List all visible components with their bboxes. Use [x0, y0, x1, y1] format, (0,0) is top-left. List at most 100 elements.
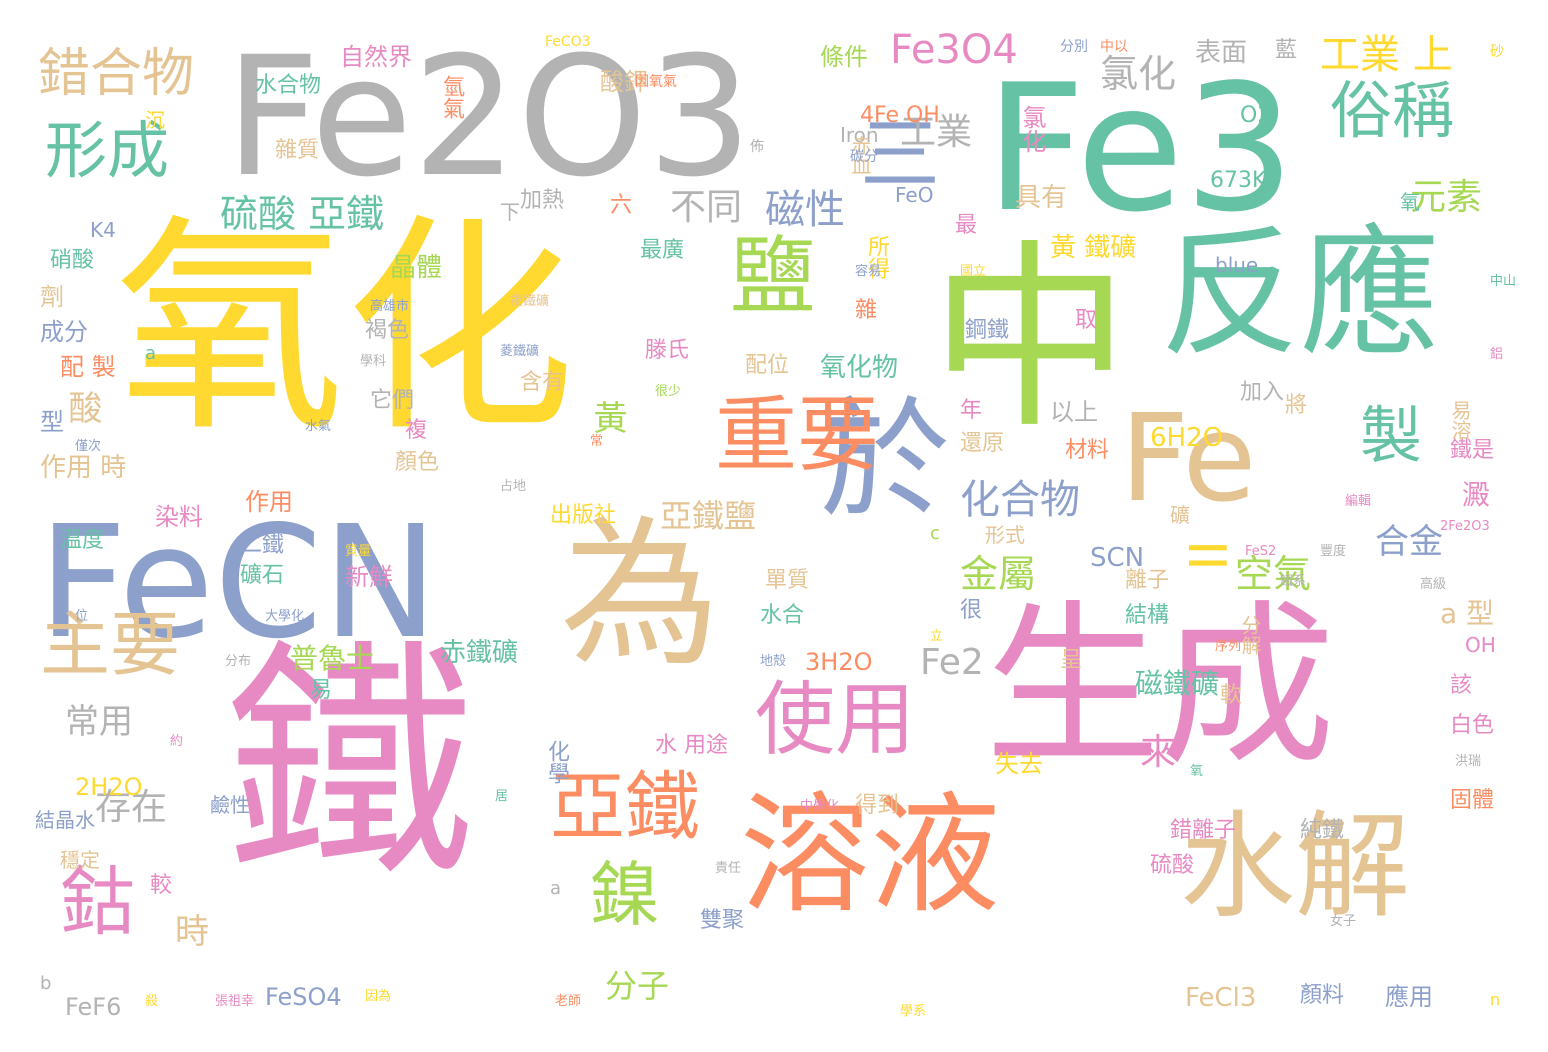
cloud-word: c	[930, 523, 940, 544]
cloud-word: 應用	[1385, 983, 1433, 1011]
cloud-word: 分子	[605, 967, 670, 1005]
cloud-word: a	[550, 878, 562, 899]
cloud-word: 6H2O	[1150, 423, 1224, 453]
cloud-word: 加入	[1240, 380, 1285, 405]
cloud-word: Fe2	[920, 642, 984, 683]
cloud-word: blue	[1215, 253, 1259, 277]
cloud-word: 俗稱	[1330, 74, 1455, 147]
cloud-word: 高級	[1420, 577, 1447, 592]
cloud-word: 鐵	[225, 619, 475, 910]
cloud-word: 取	[1075, 308, 1098, 333]
cloud-word: 劑	[40, 283, 64, 311]
cloud-word: 僅次	[75, 439, 102, 454]
cloud-word: 酸鉀	[600, 68, 648, 96]
cloud-word: 條件	[820, 43, 868, 71]
cloud-word: 元素	[1410, 177, 1483, 218]
cloud-word: 硫酸	[1150, 853, 1195, 878]
cloud-word: 磁鐵礦	[1135, 667, 1220, 700]
cloud-word: 最廣	[640, 238, 685, 263]
cloud-word: 因為	[365, 989, 392, 1004]
cloud-word: 年	[960, 398, 983, 423]
cloud-word: 硝酸	[50, 248, 95, 273]
cloud-word: 鎳	[590, 854, 660, 936]
cloud-word: 很	[960, 598, 983, 623]
cloud-word: 下	[500, 200, 520, 224]
cloud-word: 氯化	[1018, 105, 1046, 153]
cloud-word: 藍	[1275, 38, 1298, 63]
cloud-word: 序列	[1215, 639, 1242, 654]
cloud-word: 分解	[1238, 615, 1262, 655]
cloud-word: 錯合物	[38, 44, 195, 104]
cloud-word: 因氧氣	[635, 74, 677, 90]
cloud-word: 氧化	[115, 196, 576, 463]
cloud-word: 碳分	[850, 149, 878, 165]
cloud-word: 純鐵	[1300, 818, 1345, 843]
cloud-word: Fe3O4	[890, 27, 1018, 73]
cloud-word: 化學	[544, 740, 569, 784]
cloud-word: 雙聚	[700, 908, 745, 933]
cloud-word: 不同	[670, 187, 743, 228]
cloud-word: 鐵系	[1280, 574, 1307, 589]
cloud-word: 褐色	[365, 318, 410, 343]
cloud-word: 居	[495, 789, 509, 804]
cloud-word: 製	[1360, 399, 1423, 472]
cloud-word: 鈷	[60, 858, 136, 946]
cloud-word: FeCl3	[1185, 983, 1257, 1013]
cloud-word: 型	[40, 408, 64, 436]
cloud-word: 水氣	[305, 419, 332, 434]
cloud-word: 複	[405, 418, 428, 443]
cloud-word: 鹽	[730, 228, 816, 327]
cloud-word: 合金	[1375, 522, 1443, 562]
cloud-word: 水合物	[255, 73, 322, 98]
cloud-word: 2H2O	[75, 773, 143, 801]
cloud-word: b	[40, 973, 52, 994]
cloud-word: 常用	[65, 702, 133, 742]
cloud-word: 普魯士	[290, 642, 375, 675]
cloud-word: Fe3	[985, 48, 1296, 251]
cloud-word: 亞鐵鹽	[660, 497, 757, 535]
cloud-word: FeCN	[38, 492, 439, 673]
cloud-word: 編輯	[1345, 494, 1372, 509]
cloud-word: 殺	[145, 994, 159, 1009]
cloud-word: 鋁	[1490, 347, 1504, 362]
cloud-word: 顏色	[395, 450, 440, 475]
cloud-word: 使用	[755, 673, 915, 766]
cloud-word: O2	[1240, 103, 1272, 128]
cloud-word: 水解	[1180, 800, 1411, 934]
cloud-word: 分別	[1060, 39, 1088, 55]
cloud-word: 雜	[855, 298, 878, 323]
cloud-word: 含有	[520, 370, 565, 395]
cloud-word: 作用 時	[40, 453, 127, 483]
cloud-word: FeSO4	[265, 983, 342, 1011]
cloud-word: 雜質	[275, 138, 320, 163]
cloud-word: 礦石	[240, 563, 285, 588]
cloud-word: 亞鐵	[550, 763, 701, 851]
cloud-word: 大學化	[265, 609, 305, 624]
cloud-word: 易溶	[1448, 400, 1472, 440]
cloud-word: 晶體	[390, 253, 443, 283]
cloud-word: 反應	[1160, 213, 1441, 376]
cloud-word: 它們	[370, 388, 415, 413]
cloud-word: 氯化	[1100, 52, 1177, 96]
cloud-word: 學科	[360, 354, 387, 369]
cloud-word: 菱鐵礦	[500, 344, 540, 359]
cloud-word: 氧	[1190, 764, 1204, 779]
cloud-word: 以上	[1050, 398, 1098, 426]
cloud-word: 將	[1285, 393, 1308, 418]
cloud-word: 2Fe2O3	[1440, 519, 1490, 534]
cloud-word: 生成	[985, 586, 1335, 789]
cloud-word: 軟	[1220, 683, 1243, 708]
cloud-word: K4	[90, 218, 116, 242]
cloud-word: 鹼性	[210, 793, 250, 817]
cloud-word: OH	[1465, 633, 1496, 657]
cloud-word: 化合物	[960, 477, 1080, 523]
cloud-word: 高雄市	[370, 299, 410, 314]
cloud-word: 染料	[155, 503, 203, 531]
cloud-word: 呈	[1060, 648, 1083, 673]
cloud-word: 自然界	[340, 43, 412, 71]
cloud-word: 國立	[960, 264, 987, 279]
cloud-word: 材料	[1065, 438, 1110, 463]
cloud-word: 白色	[1450, 713, 1495, 738]
cloud-word: 形成	[45, 114, 170, 187]
